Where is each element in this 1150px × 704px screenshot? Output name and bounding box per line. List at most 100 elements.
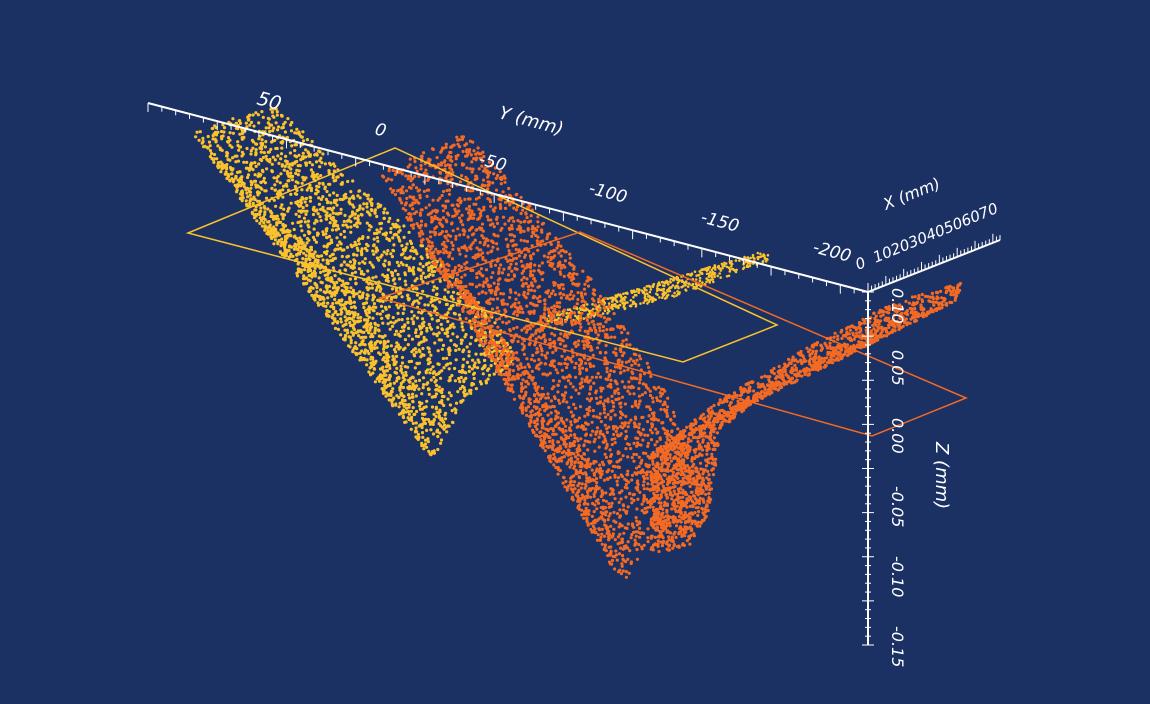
data-point	[718, 267, 722, 270]
data-point	[333, 221, 337, 225]
data-point	[283, 254, 287, 258]
data-point	[263, 206, 267, 210]
data-point	[262, 151, 266, 155]
data-point	[279, 244, 283, 248]
data-point	[600, 469, 604, 473]
data-point	[518, 396, 523, 400]
data-point	[705, 272, 709, 276]
data-point	[287, 179, 291, 183]
data-point	[382, 350, 386, 354]
data-point	[405, 196, 409, 200]
data-point	[588, 378, 592, 383]
data-point	[348, 321, 352, 325]
data-point	[484, 237, 488, 241]
data-point	[498, 317, 502, 321]
data-point	[240, 137, 244, 141]
data-point	[624, 360, 629, 364]
data-point	[391, 236, 395, 240]
data-point	[666, 289, 669, 292]
data-point	[646, 420, 650, 424]
data-point	[530, 369, 534, 373]
data-point	[671, 422, 675, 426]
data-point	[431, 422, 435, 426]
data-point	[720, 262, 724, 266]
data-point	[302, 216, 306, 220]
data-point	[390, 390, 394, 394]
data-point	[354, 341, 358, 345]
data-point	[622, 292, 625, 296]
data-point	[282, 168, 286, 172]
data-point	[528, 274, 533, 278]
data-point	[390, 255, 394, 259]
data-point	[365, 221, 369, 225]
data-point	[436, 447, 440, 452]
data-point	[263, 189, 267, 193]
data-point	[472, 364, 476, 368]
data-point	[327, 310, 331, 314]
data-point	[439, 441, 443, 445]
data-point	[530, 283, 534, 287]
data-point	[555, 304, 559, 308]
data-point	[434, 307, 438, 311]
data-point	[716, 274, 719, 278]
data-point	[613, 441, 617, 445]
data-point	[295, 274, 300, 278]
data-point	[371, 265, 375, 269]
data-point	[526, 362, 530, 366]
data-point	[411, 399, 415, 403]
data-point	[441, 420, 446, 424]
data-point	[439, 417, 443, 421]
data-point	[632, 498, 636, 502]
data-point	[269, 147, 273, 151]
data-point	[597, 435, 601, 439]
data-point	[293, 160, 297, 164]
data-point	[447, 424, 451, 428]
data-point	[304, 257, 308, 261]
data-point	[672, 279, 675, 282]
data-point	[668, 289, 672, 293]
data-point	[280, 237, 284, 241]
data-point	[460, 174, 464, 178]
data-point	[403, 338, 407, 342]
data-point	[349, 286, 353, 290]
data-point	[228, 143, 232, 147]
data-point	[480, 184, 484, 188]
data-point	[437, 362, 441, 366]
data-point	[645, 497, 649, 502]
data-point	[264, 126, 268, 130]
data-point	[460, 137, 465, 141]
data-point	[482, 205, 486, 209]
data-point	[488, 284, 493, 288]
data-point	[614, 294, 617, 297]
data-point	[526, 382, 531, 386]
data-point	[520, 385, 524, 389]
data-point	[617, 391, 621, 395]
data-point	[372, 367, 376, 371]
data-point	[630, 501, 634, 505]
data-point	[352, 258, 356, 262]
data-point	[320, 281, 324, 285]
data-point	[271, 107, 276, 111]
data-point	[418, 213, 423, 217]
data-point	[604, 455, 609, 459]
data-point	[216, 144, 220, 148]
data-point	[587, 322, 591, 326]
data-point	[427, 350, 431, 354]
data-point	[614, 549, 618, 553]
data-point	[295, 127, 299, 131]
data-point	[343, 315, 347, 319]
data-point	[328, 214, 332, 218]
data-point	[600, 532, 604, 536]
data-point	[269, 107, 273, 111]
data-point	[438, 400, 442, 404]
data-point	[390, 178, 394, 182]
data-point	[321, 230, 325, 234]
data-point	[341, 279, 345, 283]
data-point	[274, 204, 278, 208]
data-point	[651, 400, 655, 404]
data-point	[335, 203, 339, 207]
data-point	[281, 195, 285, 199]
data-point	[419, 223, 423, 227]
data-point	[336, 320, 340, 324]
data-point	[395, 379, 399, 383]
